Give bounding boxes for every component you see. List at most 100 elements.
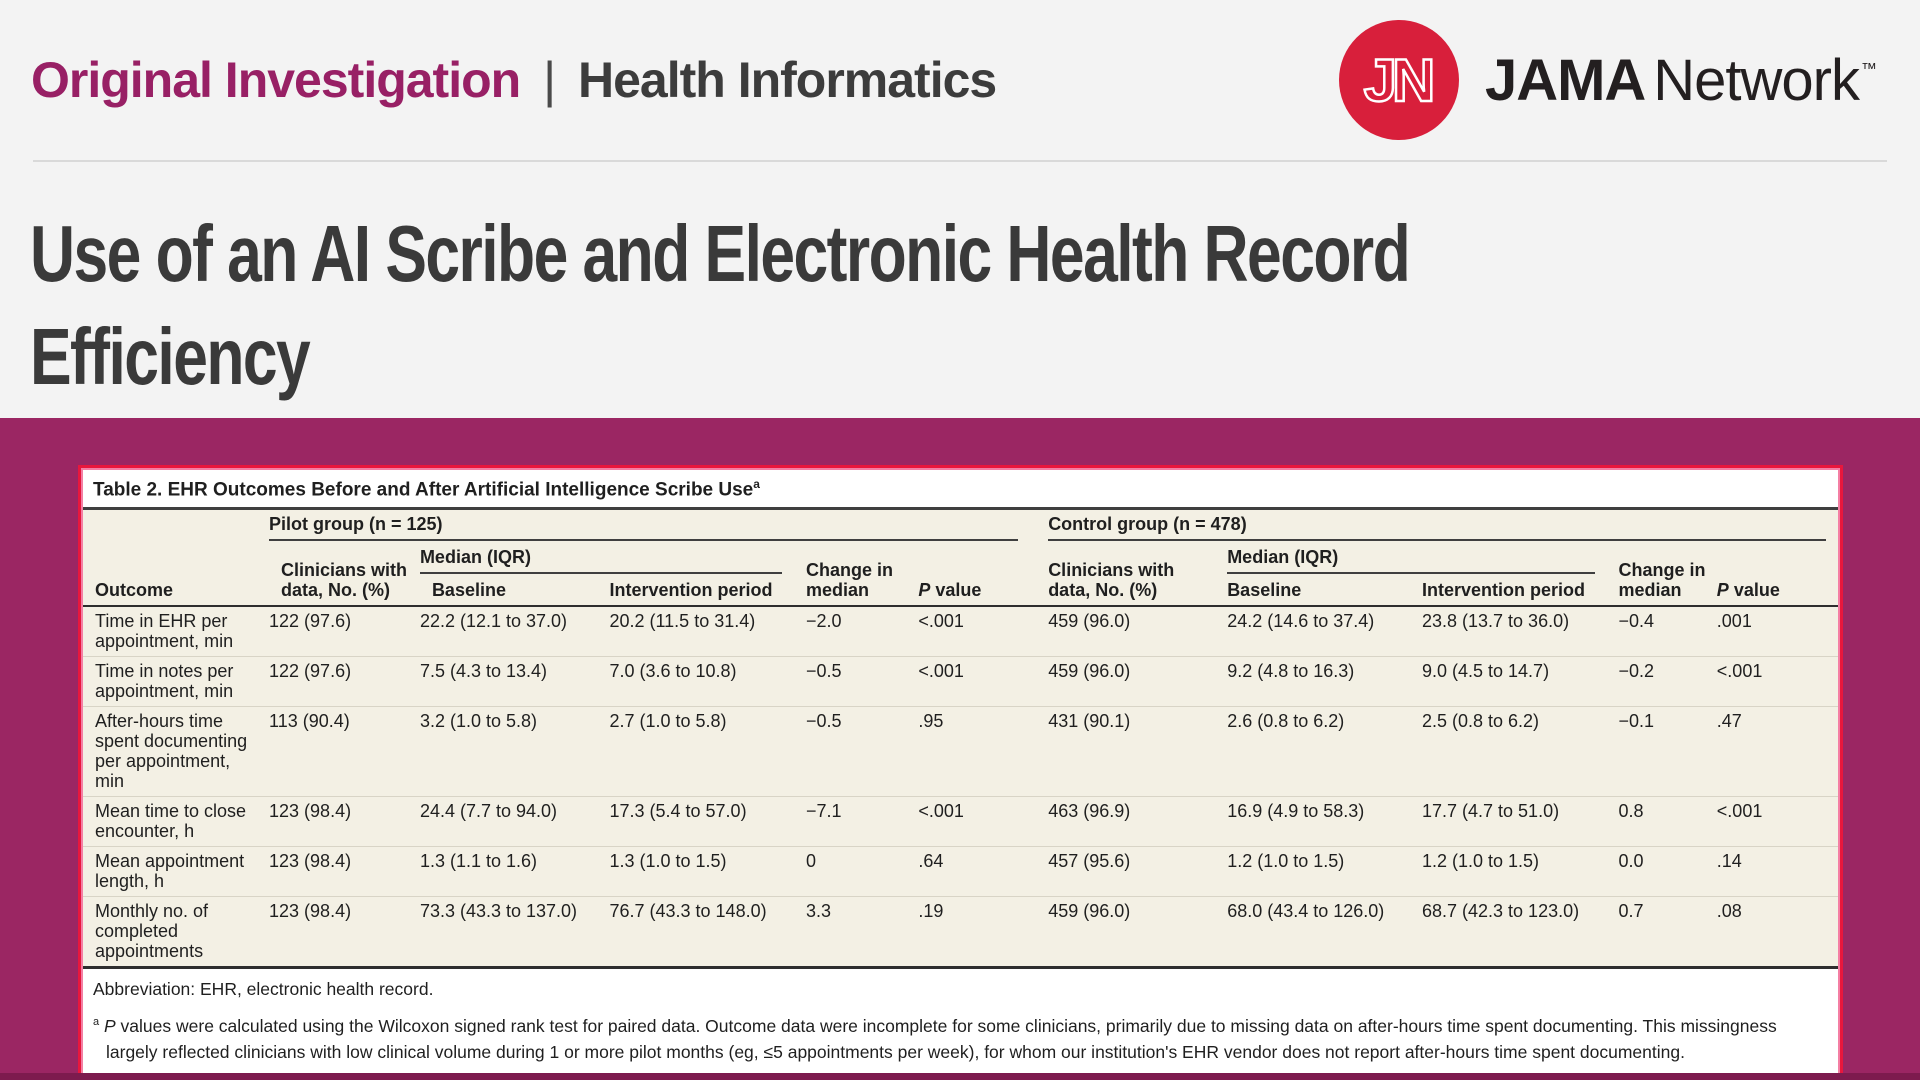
value-cell: −0.1 — [1618, 706, 1717, 797]
brand-jama: JAMA — [1484, 47, 1646, 113]
value-cell: −7.1 — [806, 796, 919, 847]
value-cell: 17.3 (5.4 to 57.0) — [609, 796, 807, 847]
pilot-clinicians-header: Clinicians with data, No. (%) — [281, 560, 408, 601]
value-cell: 9.2 (4.8 to 16.3) — [1227, 656, 1422, 707]
value-cell: .47 — [1716, 706, 1838, 797]
value-cell: 22.2 (12.1 to 37.0) — [419, 605, 610, 657]
jn-monogram-icon: JN — [1338, 20, 1459, 140]
outcome-cell: Time in notes per appointment, min — [83, 656, 270, 707]
value-cell: 7.0 (3.6 to 10.8) — [609, 656, 807, 707]
value-cell: 457 (95.6) — [1048, 846, 1228, 897]
table-highlight-box[interactable]: Table 2. EHR Outcomes Before and After A… — [78, 465, 1843, 1079]
table-row: Time in notes per appointment, min 122 (9… — [83, 656, 1838, 707]
control-group-label: Control group (n = 478) — [1048, 514, 1247, 535]
value-cell: 17.7 (4.7 to 51.0) — [1421, 796, 1619, 847]
control-pvalue-header: P value — [1716, 580, 1780, 601]
control-intervention-header: Intervention period — [1421, 580, 1585, 601]
outcome-cell: Monthly no. of completed appointments — [83, 896, 270, 968]
value-cell: .08 — [1716, 896, 1838, 968]
table-row: After-hours time spent documenting per a… — [83, 706, 1838, 797]
table-title-footnote-marker: a — [753, 477, 760, 491]
abbreviation-note: Abbreviation: EHR, electronic health rec… — [93, 979, 434, 1000]
pilot-change-header: Change in median — [806, 560, 894, 601]
value-cell: .001 — [1716, 605, 1838, 657]
control-clinicians-header: Clinicians with data, No. (%) — [1048, 560, 1175, 601]
footnote-a: a P values were calculated using the Wil… — [93, 1016, 1777, 1063]
value-cell: 1.3 (1.1 to 1.6) — [419, 846, 610, 897]
table-row: Mean time to close encounter, h 123 (98.4… — [83, 796, 1838, 847]
table-title: Table 2. EHR Outcomes Before and After A… — [83, 470, 1838, 511]
control-group-rule — [1048, 539, 1826, 542]
ehr-outcomes-table: Outcome Pilot group (n = 125) Control gr… — [83, 510, 1838, 970]
value-cell: 123 (98.4) — [269, 896, 420, 968]
pilot-group-rule — [269, 539, 1019, 542]
outcome-cell: Time in EHR per appointment, min — [83, 605, 270, 657]
brand-wordmark: JAMA Network ™ — [1484, 47, 1877, 114]
pilot-group-header: Pilot group (n = 125) — [269, 510, 1048, 543]
brand-network: Network — [1653, 47, 1860, 113]
jama-network-logo[interactable]: JN JAMA Network ™ — [1338, 20, 1877, 140]
value-cell: .95 — [918, 706, 1049, 797]
column-header-outcome: Outcome — [95, 580, 174, 601]
value-cell: 1.3 (1.0 to 1.5) — [609, 846, 807, 897]
value-cell: <.001 — [918, 796, 1049, 847]
footnote-a-marker: a — [93, 1016, 100, 1029]
jn-monogram-text: JN — [1362, 45, 1436, 115]
value-cell: 431 (90.1) — [1048, 706, 1228, 797]
value-cell: −2.0 — [806, 605, 919, 657]
outcome-cell: Mean appointment length, h — [83, 846, 270, 897]
table-title-text: Table 2. EHR Outcomes Before and After A… — [93, 479, 754, 501]
value-cell: 459 (96.0) — [1048, 896, 1228, 968]
table-row: Mean appointment length, h 123 (98.4) 1.3 … — [83, 846, 1838, 897]
value-cell: 0.7 — [1618, 896, 1717, 968]
value-cell: −0.4 — [1618, 605, 1717, 657]
value-cell: 0.0 — [1618, 846, 1717, 897]
value-cell: 3.2 (1.0 to 5.8) — [419, 706, 610, 797]
article-title-line2: Efficiency — [30, 312, 311, 401]
value-cell: 459 (96.0) — [1048, 605, 1228, 657]
journal-header: Original Investigation | Health Informat… — [0, 0, 1920, 160]
article-type-label: Original Investigation — [31, 52, 521, 108]
value-cell: <.001 — [1716, 656, 1838, 707]
value-cell: 7.5 (4.3 to 13.4) — [419, 656, 610, 707]
value-cell: 3.3 — [806, 896, 919, 968]
value-cell: 463 (96.9) — [1048, 796, 1228, 847]
value-cell: 73.3 (43.3 to 137.0) — [419, 896, 610, 968]
value-cell: 122 (97.6) — [269, 605, 420, 657]
value-cell: 16.9 (4.9 to 58.3) — [1227, 796, 1422, 847]
value-cell: −0.5 — [806, 706, 919, 797]
table-body: Time in EHR per appointment, min 122 (97.… — [83, 605, 1838, 968]
value-cell: 122 (97.6) — [269, 656, 420, 707]
control-change-header: Change in median — [1618, 560, 1706, 601]
pilot-median-rule — [419, 572, 783, 575]
table-container: Table 2. EHR Outcomes Before and After A… — [83, 470, 1838, 1074]
article-title: Use of an AI Scribe and Electronic Healt… — [30, 202, 1504, 408]
value-cell: 1.2 (1.0 to 1.5) — [1227, 846, 1422, 897]
pilot-median-iqr-header: Median (IQR) — [419, 543, 806, 576]
control-median-iqr-label: Median (IQR) — [1227, 547, 1339, 568]
value-cell: .19 — [918, 896, 1049, 968]
value-cell: 0.8 — [1618, 796, 1717, 847]
article-kicker: Original Investigation | Health Informat… — [31, 51, 997, 109]
kicker-separator: | — [543, 52, 556, 108]
value-cell: 0 — [806, 846, 919, 897]
value-cell: 24.2 (14.6 to 37.4) — [1227, 605, 1422, 657]
value-cell: 123 (98.4) — [269, 796, 420, 847]
value-cell: 23.8 (13.7 to 36.0) — [1421, 605, 1619, 657]
magenta-band: Table 2. EHR Outcomes Before and After A… — [0, 418, 1920, 1080]
value-cell: 68.0 (43.4 to 126.0) — [1227, 896, 1422, 968]
trademark-symbol: ™ — [1861, 60, 1877, 78]
control-median-rule — [1227, 572, 1595, 575]
value-cell: 2.7 (1.0 to 5.8) — [609, 706, 807, 797]
value-cell: 76.7 (43.3 to 148.0) — [609, 896, 807, 968]
control-baseline-header: Baseline — [1227, 580, 1302, 601]
table-row: Time in EHR per appointment, min 122 (97.… — [83, 605, 1838, 657]
control-median-iqr-header: Median (IQR) — [1227, 543, 1618, 576]
value-cell: 2.6 (0.8 to 6.2) — [1227, 706, 1422, 797]
value-cell: .14 — [1716, 846, 1838, 897]
pilot-intervention-header: Intervention period — [609, 580, 773, 601]
table-footnotes: Abbreviation: EHR, electronic health rec… — [83, 969, 1838, 1074]
value-cell: 68.7 (42.3 to 123.0) — [1421, 896, 1619, 968]
value-cell: .64 — [918, 846, 1049, 897]
outcome-cell: After-hours time spent documenting per a… — [83, 706, 270, 797]
